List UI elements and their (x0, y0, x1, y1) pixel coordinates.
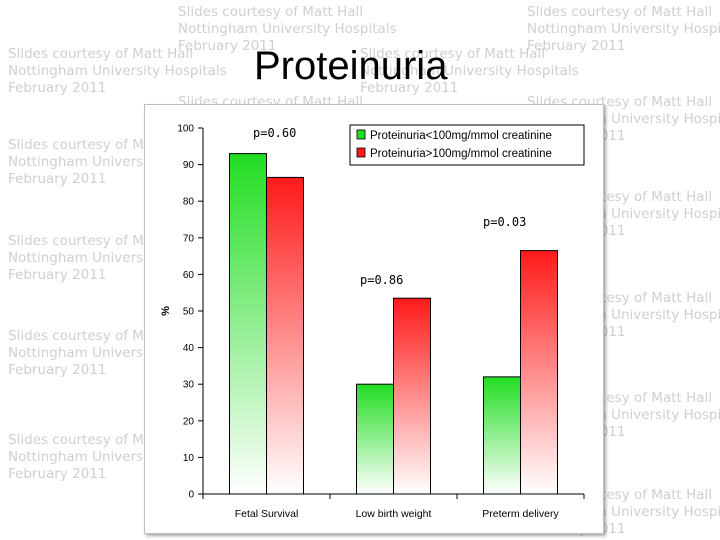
labels: Fetal Survival Low birth weight Preterm de… (235, 126, 560, 520)
watermark-line: Slides courtesy of Matt Hall (360, 46, 545, 62)
watermark-line: Slides courtesy of Matt Hall (527, 4, 712, 20)
y-tick-label: 60 (183, 270, 195, 281)
watermark-line: February 2011 (8, 466, 107, 482)
y-tick-label: 100 (177, 124, 194, 135)
y-tick-label: 20 (183, 416, 195, 427)
watermark-line: Nottingham University Hospitals (178, 21, 397, 37)
y-tick-label: 80 (183, 197, 195, 208)
watermark-line: February 2011 (527, 38, 626, 54)
p-value-annotation: p=0.86 (360, 273, 403, 287)
legend-label: Proteinuria>100mg/mmol creatinine (370, 148, 552, 160)
bar-red (266, 176, 304, 495)
p-value-annotation: p=0.60 (253, 126, 296, 140)
legend-swatch (356, 147, 366, 158)
legend-swatch (356, 129, 366, 140)
y-tick-label: 90 (183, 160, 195, 171)
bars (229, 153, 558, 495)
watermark-line: Nottingham University Hospitals (527, 21, 720, 37)
bar-red (393, 297, 431, 495)
x-category-label: Low birth weight (356, 508, 432, 520)
watermark-line: February 2011 (360, 80, 459, 96)
bar-green (483, 376, 521, 495)
watermark-line: Nottingham University Hospitals (360, 63, 579, 79)
y-tick-label: 30 (183, 380, 195, 391)
bar-green (356, 383, 394, 495)
watermark-line: February 2011 (8, 80, 107, 96)
watermark-line: Slides courtesy of Matt Hall (178, 4, 363, 20)
x-category-label: Preterm delivery (482, 508, 559, 520)
bar-chart: 0 10 20 30 40 50 60 70 80 90 100% Fetal Survival Lo… (160, 124, 585, 520)
watermark-line: Slides courtesy of Matt Hall (8, 46, 193, 62)
bar-red (520, 250, 558, 495)
watermark-line: February 2011 (8, 267, 107, 283)
y-tick-label: 40 (183, 343, 195, 354)
bar-green (229, 153, 267, 495)
legend-box (349, 124, 585, 166)
chart-frame: 0 10 20 30 40 50 60 70 80 90 100% Fetal Survival Lo… (144, 104, 604, 534)
legend-label: Proteinuria<100mg/mmol creatinine (370, 130, 552, 142)
p-value-annotation: p=0.03 (483, 215, 526, 229)
slide-title: Proteinuria (254, 44, 448, 88)
watermark-line: Nottingham University Hospitals (8, 63, 227, 79)
watermark-line: February 2011 (8, 362, 107, 378)
y-tick-label: 50 (183, 307, 195, 318)
watermark-line: February 2011 (178, 38, 277, 54)
y-tick-label: 70 (183, 233, 195, 244)
x-category-label: Fetal Survival (235, 508, 299, 520)
y-tick-label: 0 (188, 490, 194, 501)
y-axis-label: % (160, 306, 172, 316)
watermark-line: February 2011 (8, 171, 107, 187)
y-tick-label: 10 (183, 453, 195, 464)
legend: Proteinuria<100mg/mmol creatinine Protein… (349, 124, 585, 166)
